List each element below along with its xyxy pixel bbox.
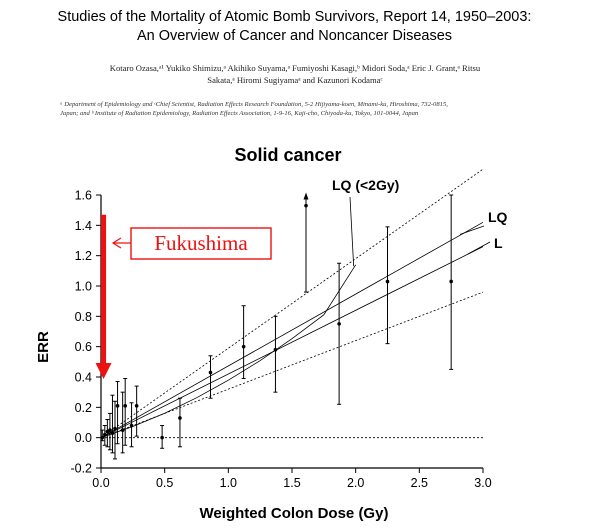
paper-title-line-2: An Overview of Cancer and Noncancer Dise… [136, 28, 453, 44]
chart-title: Solid cancer [234, 145, 341, 165]
data-point [337, 322, 341, 326]
data-point [108, 428, 112, 432]
fit-lines [100, 168, 484, 439]
series-label-pointer [467, 241, 491, 255]
data-point [304, 203, 308, 208]
series-labels: LQ (<2Gy) LQ L [332, 177, 508, 267]
x-tick-label: 1.0 [220, 476, 237, 490]
affiliation-line-2: Japan; and ᵇ Institute of Radiation Epid… [60, 110, 419, 117]
series-label-pointer [459, 225, 485, 235]
affiliations: ᵃ Department of Epidemiology and ᶜChief … [60, 100, 550, 118]
axes: -0.20.00.20.40.60.81.01.21.41.60.0 0.5 1.0… [70, 189, 491, 491]
fukushima-label: Fukushima [154, 231, 248, 255]
data-point [178, 416, 182, 420]
x-tick-label: 2.0 [347, 476, 364, 490]
data-point [241, 344, 246, 349]
x-tick-label: 0.0 [92, 476, 109, 490]
y-tick-label: 1.0 [75, 280, 92, 294]
fit-line [100, 264, 357, 439]
series-label: LQ [488, 209, 508, 225]
error-bar-arrow [303, 192, 309, 200]
y-axis-label: ERR [35, 331, 52, 363]
fukushima-label-box [130, 227, 272, 260]
confidence-bound-line [100, 291, 484, 439]
series-label: LQ (<2Gy) [332, 177, 399, 193]
fit-line [100, 246, 484, 439]
data-point [113, 426, 117, 431]
x-tick-label: 2.5 [411, 476, 428, 490]
y-tick-label: 0.0 [75, 431, 92, 445]
y-tick-label: 0.8 [75, 310, 92, 324]
fukushima-pointer-head [111, 237, 122, 249]
author-list: Kotaro Ozasa,ᵃ¹ Yukiko Shimizu,ᵃ Akihiko… [30, 62, 560, 86]
data-point [103, 432, 107, 437]
affiliation-line-1: ᵃ Department of Epidemiology and ᶜChief … [60, 101, 448, 108]
x-tick-label: 1.5 [283, 476, 300, 490]
x-tick-label: 0.5 [156, 476, 173, 490]
author-line-1: Kotaro Ozasa,ᵃ¹ Yukiko Shimizu,ᵃ Akihiko… [109, 63, 481, 73]
author-line-2: Sakata,ᵃ Hiromi Sugiyamaᵃ and Kazunori K… [207, 75, 383, 85]
fukushima-annotation: Fukushima [95, 214, 272, 379]
series-label: L [494, 235, 503, 251]
y-tick-label: 1.4 [75, 219, 92, 233]
paper-title: Studies of the Mortality of Atomic Bomb … [0, 8, 589, 46]
data-point [208, 370, 213, 375]
data-point [449, 279, 453, 284]
data-point [160, 435, 164, 440]
fit-line [100, 221, 484, 439]
data-point [120, 428, 125, 432]
data-point [273, 347, 278, 352]
data-point [129, 423, 134, 428]
series-label-pointer [349, 196, 355, 267]
data-point [100, 435, 105, 440]
confidence-bound-line [100, 168, 484, 439]
y-tick-label: 0.2 [75, 401, 92, 415]
y-tick-label: 0.4 [75, 371, 92, 385]
data-point [385, 279, 390, 284]
x-tick-label: 3.0 [474, 476, 491, 490]
y-tick-label: 0.6 [75, 340, 92, 354]
x-axis-label: Weighted Colon Dose (Gy) [200, 505, 389, 522]
data-point [115, 404, 120, 408]
data-points [100, 192, 454, 460]
paper-title-line-1: Studies of the Mortality of Atomic Bomb … [57, 9, 532, 25]
data-point [123, 404, 127, 408]
fukushima-arrow-head [95, 363, 112, 379]
data-point [110, 431, 115, 435]
y-tick-label: 1.6 [75, 189, 92, 203]
data-point [134, 404, 139, 408]
y-tick-label: 1.2 [75, 249, 92, 263]
y-tick-label: -0.2 [70, 462, 92, 476]
